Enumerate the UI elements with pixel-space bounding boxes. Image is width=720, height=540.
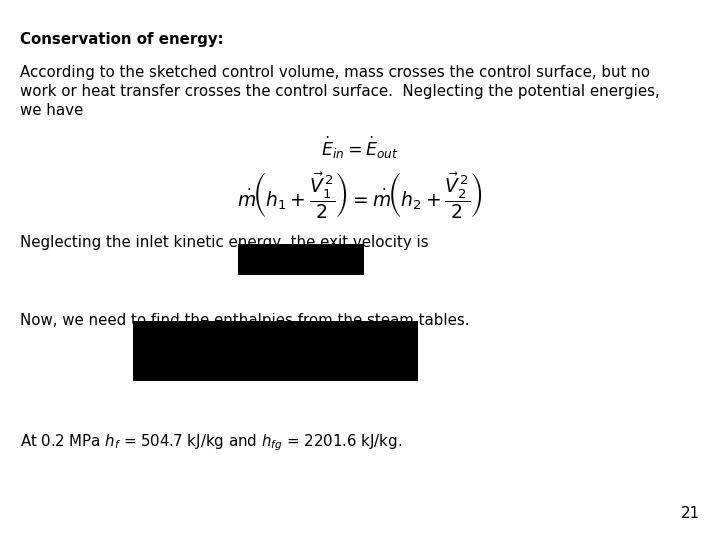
Text: $\dot{E}_{in} = \dot{E}_{out}$: $\dot{E}_{in} = \dot{E}_{out}$ xyxy=(321,135,399,161)
Text: work or heat transfer crosses the control surface.  Neglecting the potential ene: work or heat transfer crosses the contro… xyxy=(20,84,660,99)
Text: According to the sketched control volume, mass crosses the control surface, but : According to the sketched control volume… xyxy=(20,65,650,80)
Text: $\dot{m}\!\left(h_1 + \dfrac{\vec{V}_1^{\,2}}{2}\right) = \dot{m}\!\left(h_2 + \: $\dot{m}\!\left(h_1 + \dfrac{\vec{V}_1^{… xyxy=(237,170,483,220)
Text: At 0.2 MPa $h_f$ = 504.7 kJ/kg and $h_{fg}$ = 2201.6 kJ/kg.: At 0.2 MPa $h_f$ = 504.7 kJ/kg and $h_{f… xyxy=(20,432,402,453)
Text: 21: 21 xyxy=(680,506,700,521)
Bar xyxy=(133,321,418,381)
Bar xyxy=(238,244,364,275)
Text: Neglecting the inlet kinetic energy, the exit velocity is: Neglecting the inlet kinetic energy, the… xyxy=(20,235,429,250)
Text: we have: we have xyxy=(20,103,84,118)
Text: Now, we need to find the enthalpies from the steam tables.: Now, we need to find the enthalpies from… xyxy=(20,313,469,328)
Text: Conservation of energy:: Conservation of energy: xyxy=(20,32,224,48)
